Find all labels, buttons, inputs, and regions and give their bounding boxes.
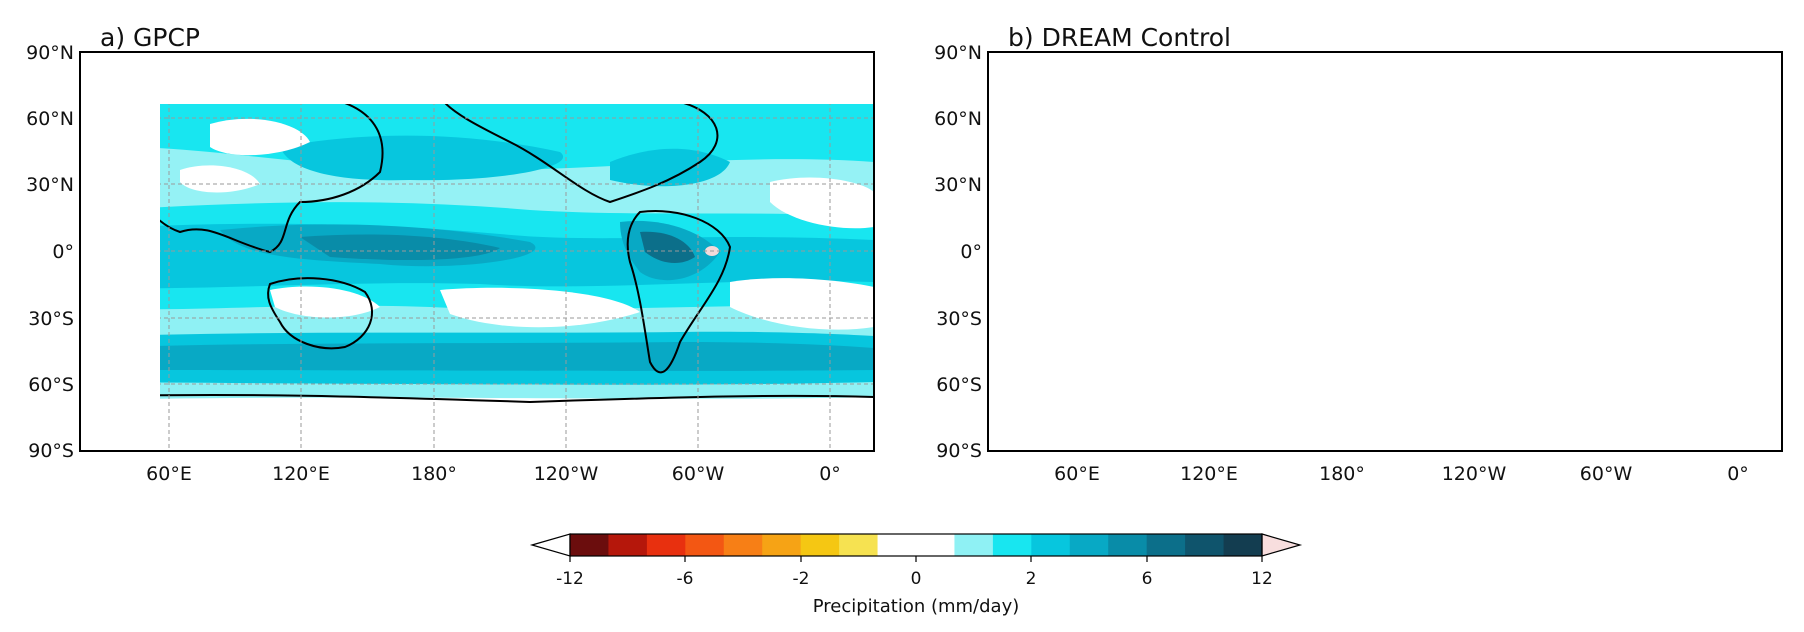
lon-label: 60°E	[1054, 463, 1100, 485]
lon-label: 180°	[1319, 463, 1365, 485]
lon-label: 0°	[819, 463, 841, 485]
colorbar-block	[992, 534, 1032, 556]
colorbar-tick-label: 6	[1142, 569, 1153, 589]
colorbar-block	[608, 534, 648, 556]
panel-b-frame	[987, 51, 1783, 452]
colorbar: -12 -6 -2 0 2 6 12 Precipitation (mm/day…	[529, 533, 1303, 617]
lat-label: 90°N	[934, 42, 982, 64]
lat-label: 30°S	[936, 308, 982, 330]
panel-b-lat-labels: 90°N 60°N 30°N 0° 30°S 60°S 90°S	[934, 42, 982, 462]
panel-b-lon-labels: 60°E 120°E 180° 120°W 60°W 0°	[1054, 463, 1749, 485]
colorbar-tick-label: -2	[793, 569, 810, 589]
panel-a-map	[160, 104, 875, 451]
lat-label: 60°S	[28, 374, 74, 396]
lon-label: 180°	[411, 463, 457, 485]
colorbar-tick-label: 2	[1026, 569, 1037, 589]
panel-b-dry-patch	[1589, 240, 1607, 252]
panel-b: b) DREAM Control	[934, 23, 1783, 485]
colorbar-ticks	[569, 556, 1263, 562]
panel-a-title: a) GPCP	[100, 23, 200, 52]
panel-a: a) GPCP	[26, 23, 875, 485]
colorbar-block	[800, 534, 840, 556]
colorbar-tick-label: -12	[556, 569, 584, 589]
lat-label: 30°S	[28, 308, 74, 330]
lat-label: 0°	[52, 241, 74, 263]
lat-label: 30°N	[26, 174, 74, 196]
colorbar-block	[723, 534, 763, 556]
lon-label: 60°W	[1580, 463, 1633, 485]
colorbar-over-arrow	[1261, 533, 1303, 557]
colorbar-tick-labels: -12 -6 -2 0 2 6 12	[556, 569, 1273, 589]
colorbar-block	[916, 534, 955, 556]
lat-label: 0°	[960, 241, 982, 263]
colorbar-tick-label: 0	[911, 569, 922, 589]
lat-label: 60°N	[26, 108, 74, 130]
lon-label: 120°W	[534, 463, 599, 485]
lon-label: 120°E	[272, 463, 330, 485]
colorbar-under-arrow	[529, 533, 571, 557]
lon-label: 0°	[1727, 463, 1749, 485]
colorbar-block	[1223, 534, 1263, 556]
colorbar-block	[954, 534, 994, 556]
colorbar-block	[1185, 534, 1225, 556]
colorbar-block	[1146, 534, 1186, 556]
lat-label: 90°S	[936, 440, 982, 462]
lon-label: 120°E	[1180, 463, 1238, 485]
lon-label: 120°W	[1442, 463, 1507, 485]
colorbar-title: Precipitation (mm/day)	[813, 596, 1020, 617]
lon-label: 60°E	[146, 463, 192, 485]
lon-label: 60°W	[672, 463, 725, 485]
colorbar-block	[685, 534, 725, 556]
panel-b-title: b) DREAM Control	[1008, 23, 1231, 52]
colorbar-block	[877, 534, 917, 556]
lat-label: 30°N	[934, 174, 982, 196]
panel-a-lon-labels: 60°E 120°E 180° 120°W 60°W 0°	[146, 463, 841, 485]
lat-label: 60°N	[934, 108, 982, 130]
colorbar-tick-label: -6	[677, 569, 694, 589]
colorbar-tick-label: 12	[1251, 569, 1273, 589]
colorbar-block	[1031, 534, 1071, 556]
colorbar-block	[762, 534, 802, 556]
colorbar-block	[1069, 534, 1109, 556]
panel-b-map	[988, 52, 1782, 451]
lat-label: 90°N	[26, 42, 74, 64]
panel-a-frame	[79, 51, 875, 452]
lat-label: 90°S	[28, 440, 74, 462]
colorbar-block	[1108, 534, 1148, 556]
colorbar-blocks	[570, 534, 1263, 556]
colorbar-block	[570, 534, 609, 556]
colorbar-block	[646, 534, 686, 556]
lat-label: 60°S	[936, 374, 982, 396]
colorbar-block	[839, 534, 879, 556]
panel-a-lat-labels: 90°N 60°N 30°N 0° 30°S 60°S 90°S	[26, 42, 74, 462]
